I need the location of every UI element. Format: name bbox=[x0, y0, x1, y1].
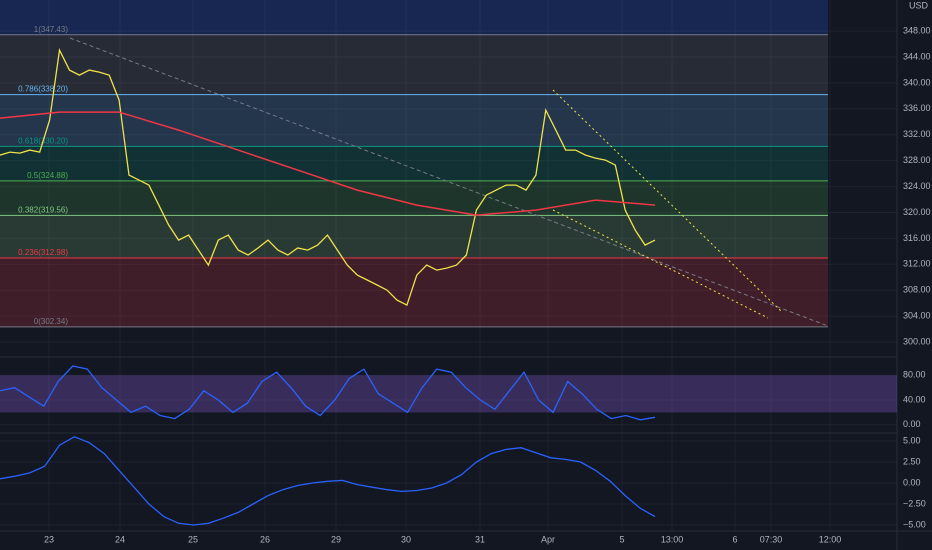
fib-band bbox=[0, 34, 828, 95]
y-tick-label: 340.00 bbox=[903, 77, 931, 87]
x-tick-label: 30 bbox=[401, 534, 411, 544]
stoch-band bbox=[0, 375, 897, 413]
y-tick-label: 0.00 bbox=[903, 477, 921, 487]
fib-label: 0.382(319.56) bbox=[18, 205, 68, 214]
price-line bbox=[0, 47, 656, 307]
fib-band bbox=[0, 146, 828, 181]
y-tick-label: 304.00 bbox=[903, 311, 931, 321]
macd-line bbox=[0, 436, 656, 526]
trend-line bbox=[552, 209, 769, 319]
y-tick-label: 344.00 bbox=[903, 51, 931, 61]
fib-label: 1(347.43) bbox=[34, 25, 69, 34]
fib-bands bbox=[0, 0, 828, 328]
y-tick-label: 2.50 bbox=[903, 456, 921, 466]
y-tick-label: 80.00 bbox=[903, 370, 926, 380]
y-tick-label: 5.00 bbox=[903, 435, 921, 445]
grid bbox=[0, 0, 897, 531]
y-tick-label: −5.00 bbox=[903, 519, 926, 529]
y-tick-label: 316.00 bbox=[903, 233, 931, 243]
x-tick-label: 26 bbox=[260, 534, 270, 544]
stoch-line bbox=[0, 365, 656, 421]
x-tick-label: 07:30 bbox=[760, 534, 783, 544]
fib-label: 0.5(324.88) bbox=[27, 171, 68, 180]
x-tick-label: 24 bbox=[115, 534, 125, 544]
y-tick-label: 312.00 bbox=[903, 259, 931, 269]
x-tick-label: 5 bbox=[619, 534, 624, 544]
currency: USD bbox=[909, 0, 929, 10]
y-tick-label: 40.00 bbox=[903, 394, 926, 404]
y-tick-label: 328.00 bbox=[903, 155, 931, 165]
fib-band bbox=[0, 257, 828, 327]
y-tick-label: 332.00 bbox=[903, 129, 931, 139]
x-tick-label: 31 bbox=[475, 534, 485, 544]
x-tick-label: 6 bbox=[732, 534, 737, 544]
x-tick-label: 25 bbox=[188, 534, 198, 544]
fib-label: 0(302.34) bbox=[34, 317, 69, 326]
fib-band bbox=[0, 94, 828, 147]
trend-line bbox=[69, 37, 829, 327]
x-tick-label: 23 bbox=[44, 534, 54, 544]
fib-band bbox=[0, 180, 828, 216]
y-tick-label: 308.00 bbox=[903, 285, 931, 295]
y-tick-label: 348.00 bbox=[903, 25, 931, 35]
fib-label: 0.786(338.20) bbox=[18, 85, 68, 94]
x-tick-label: Apr bbox=[541, 534, 555, 544]
y-tick-label: 324.00 bbox=[903, 181, 931, 191]
fib-label: 0.236(312.98) bbox=[18, 248, 68, 257]
price-line bbox=[0, 111, 656, 216]
y-tick-label: 300.00 bbox=[903, 336, 931, 346]
x-tick-label: 12:00 bbox=[819, 534, 842, 544]
y-tick-label: 336.00 bbox=[903, 103, 931, 113]
x-tick-label: 29 bbox=[331, 534, 341, 544]
fib-band bbox=[0, 0, 828, 35]
y-tick-label: 0.00 bbox=[903, 419, 921, 429]
trend-line bbox=[552, 89, 783, 313]
y-tick-label: −2.50 bbox=[903, 498, 926, 508]
y-tick-label: 320.00 bbox=[903, 207, 931, 217]
x-tick-label: 13:00 bbox=[661, 534, 684, 544]
